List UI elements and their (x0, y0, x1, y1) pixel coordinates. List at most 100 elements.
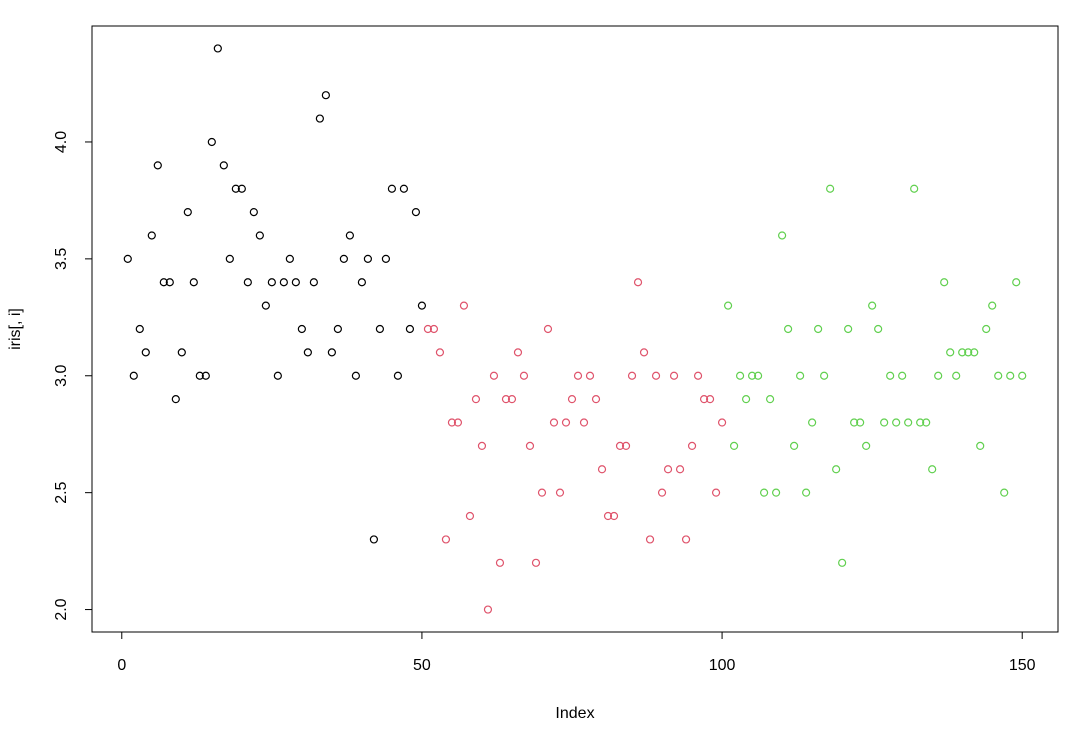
point (784, 324, 793, 334)
point (303, 348, 312, 357)
point (459, 301, 469, 310)
point (141, 348, 150, 357)
point (573, 371, 583, 380)
point (808, 418, 817, 427)
point (579, 418, 589, 427)
point (832, 465, 841, 474)
point (147, 231, 156, 240)
point (633, 278, 643, 287)
point (802, 488, 811, 497)
point (447, 418, 457, 427)
point (994, 371, 1003, 380)
point (585, 371, 595, 380)
point (369, 535, 379, 544)
point (531, 558, 541, 567)
point (874, 324, 883, 334)
point (561, 418, 571, 427)
point (243, 278, 252, 287)
point (249, 208, 258, 217)
point (513, 348, 523, 357)
y-tick-label: 3.0 (53, 365, 70, 387)
point (627, 371, 637, 380)
point (621, 441, 631, 450)
point (1006, 371, 1015, 380)
point (880, 418, 889, 427)
point (495, 558, 505, 567)
point (976, 441, 985, 450)
point (423, 324, 433, 334)
point (183, 208, 192, 217)
point (982, 324, 991, 334)
point (213, 44, 222, 53)
point (729, 441, 739, 450)
point (663, 465, 673, 474)
point (675, 465, 685, 474)
point (904, 418, 913, 427)
point (856, 418, 865, 427)
point (375, 324, 385, 334)
y-tick-label: 2.5 (53, 481, 70, 503)
point (862, 441, 871, 450)
x-tick-label: 150 (1009, 657, 1036, 674)
point (339, 254, 348, 263)
point (417, 301, 427, 310)
point (934, 371, 943, 380)
y-tick-label: 3.5 (53, 248, 70, 270)
point (838, 558, 847, 567)
point (723, 301, 733, 310)
point (381, 254, 391, 263)
point (928, 465, 937, 474)
point (207, 137, 216, 147)
point (345, 231, 354, 240)
point (790, 441, 799, 450)
point (850, 418, 859, 427)
point (1000, 488, 1009, 497)
point (273, 371, 282, 380)
point (717, 418, 727, 427)
point (970, 348, 979, 357)
point (657, 488, 667, 497)
point (537, 488, 547, 497)
point (405, 324, 415, 334)
point (267, 278, 276, 287)
point (603, 511, 613, 521)
point (693, 371, 703, 380)
y-tick-label: 2.0 (53, 598, 70, 620)
point (651, 371, 661, 380)
point (435, 348, 445, 357)
point (309, 278, 318, 287)
y-axis-label: iris[, i] (7, 308, 24, 350)
point (285, 254, 294, 263)
point (868, 301, 877, 310)
point (615, 441, 625, 450)
point (387, 184, 397, 193)
point (357, 278, 366, 287)
point (735, 371, 745, 380)
point (796, 371, 805, 380)
point (681, 535, 691, 544)
point (465, 511, 475, 521)
point (549, 418, 559, 427)
point (507, 395, 517, 404)
point (916, 418, 925, 427)
point (669, 371, 679, 380)
point (159, 278, 168, 287)
x-tick-label: 0 (117, 657, 126, 674)
point (411, 208, 421, 217)
point (952, 371, 961, 380)
point (327, 348, 336, 357)
point (129, 371, 138, 380)
point (441, 535, 451, 544)
point (892, 418, 901, 427)
point (297, 324, 306, 334)
x-tick-label: 50 (413, 657, 431, 674)
point (609, 511, 619, 521)
point (910, 184, 919, 193)
point (165, 278, 174, 287)
y-tick-label: 4.0 (53, 131, 70, 153)
point (477, 441, 487, 450)
point (399, 184, 409, 193)
point (219, 161, 228, 170)
point (753, 371, 763, 380)
